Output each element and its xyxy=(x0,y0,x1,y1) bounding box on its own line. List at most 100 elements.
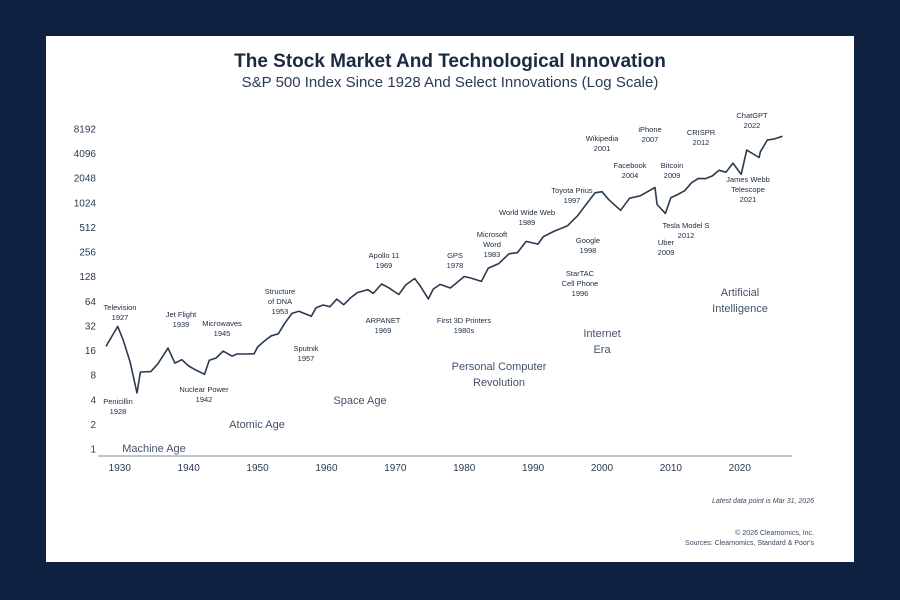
annotation-label-line: 1978 xyxy=(447,261,464,270)
y-tick-label: 1 xyxy=(90,445,96,456)
annotation-label-line: Sputnik xyxy=(293,344,318,353)
annotation-label: Television 1927 xyxy=(104,303,137,322)
annotation-label-line: 2007 xyxy=(642,135,659,144)
annotation-label-line: Apollo 11 xyxy=(369,251,400,260)
era-label-line: Internet xyxy=(583,328,620,340)
era-label: Internet Era xyxy=(583,328,620,356)
annotation-label-line: Jet Flight xyxy=(166,310,197,319)
era-label-line: Personal Computer xyxy=(452,361,547,373)
era-label-line: Atomic Age xyxy=(229,419,285,431)
x-tick-label: 1930 xyxy=(109,463,132,474)
annotation-label-line: Television xyxy=(104,303,137,312)
annotation-label-line: 1945 xyxy=(214,329,231,338)
annotation-label-line: World Wide Web xyxy=(499,208,555,217)
annotation-label-line: Nuclear Power xyxy=(179,385,229,394)
annotation-label-line: Toyota Prius xyxy=(551,186,593,195)
chart-title: The Stock Market And Technological Innov… xyxy=(234,51,666,72)
annotation-label-line: iPhone xyxy=(638,125,661,134)
annotation-label: ARPANET 1969 xyxy=(366,316,401,335)
x-tick-label: 1980 xyxy=(453,463,476,474)
sources-note: Sources: Clearnomics, Standard & Poor's xyxy=(685,540,814,547)
series-line xyxy=(105,135,783,394)
era-label: Personal Computer Revolution xyxy=(452,361,547,389)
annotation-label-line: 1983 xyxy=(484,250,501,259)
annotation-label: Bitcoin 2009 xyxy=(661,161,684,180)
y-tick-label: 4096 xyxy=(74,149,97,160)
annotation-label: Google 1998 xyxy=(576,236,600,255)
era-label: Artificial Intelligence xyxy=(712,287,768,315)
x-tick-label: 1940 xyxy=(178,463,201,474)
chart-svg: 1 2 4 8 16 32 64 128 256 512 1024 2048 4096 8192 1930 1… xyxy=(74,111,792,474)
annotation-label-line: 2004 xyxy=(622,171,639,180)
annotation-label: Apollo 11 1969 xyxy=(369,251,400,270)
era-label-line: Artificial xyxy=(721,287,760,299)
annotation-label-line: 1969 xyxy=(376,261,393,270)
y-tick-label: 2 xyxy=(90,420,96,431)
annotation-label: GPS 1978 xyxy=(447,251,464,270)
annotation-label-line: 2012 xyxy=(693,138,710,147)
era-label-line: Machine Age xyxy=(122,443,186,455)
copyright-note: © 2026 Clearnomics, Inc. xyxy=(735,530,814,537)
y-tick-label: 4 xyxy=(90,395,96,406)
annotation-label-line: 1957 xyxy=(298,354,315,363)
annotation-label-line: Cell Phone xyxy=(562,279,599,288)
annotation-label-line: Facebook xyxy=(614,161,647,170)
annotation-label-line: Uber xyxy=(658,238,675,247)
y-tick-label: 64 xyxy=(85,297,97,308)
annotation-label-line: GPS xyxy=(447,251,463,260)
annotation-label: Structure of DNA 1953 xyxy=(265,287,295,316)
annotation-label-line: StarTAC xyxy=(566,269,595,278)
era-label-line: Intelligence xyxy=(712,303,768,315)
annotation-label-line: 2009 xyxy=(658,248,675,257)
annotation-label: StarTAC Cell Phone 1996 xyxy=(562,269,599,298)
era-label-line: Space Age xyxy=(333,395,386,407)
y-tick-label: 128 xyxy=(79,272,96,283)
era-label: Machine Age xyxy=(122,443,186,455)
x-tick-label: 1990 xyxy=(522,463,545,474)
annotation-label-line: 1997 xyxy=(564,196,581,205)
y-tick-label: 32 xyxy=(85,321,97,332)
annotation-label-line: of DNA xyxy=(268,297,292,306)
x-tick-label: 2020 xyxy=(729,463,752,474)
annotation-label: First 3D Printers 1980s xyxy=(437,316,491,335)
x-tick-label: 1960 xyxy=(315,463,338,474)
annotation-label-line: 1953 xyxy=(272,307,289,316)
annotation-label-line: CRISPR xyxy=(687,128,716,137)
annotation-label-line: ChatGPT xyxy=(736,111,768,120)
annotation-label: Toyota Prius 1997 xyxy=(551,186,593,205)
annotation-label-line: 2001 xyxy=(594,144,611,153)
annotation-label: Microwaves 1945 xyxy=(202,319,242,338)
era-label: Atomic Age xyxy=(229,419,285,431)
y-tick-label: 2048 xyxy=(74,174,97,185)
annotation-label-line: Word xyxy=(483,240,501,249)
annotation-label: Uber 2009 xyxy=(658,238,675,257)
annotation-label-line: 2009 xyxy=(664,171,681,180)
annotation-label-line: Microsoft xyxy=(477,230,508,239)
annotation-label-line: Wikipedia xyxy=(586,134,619,143)
annotation-label-line: 1928 xyxy=(110,407,127,416)
annotation-label-line: 1996 xyxy=(572,289,589,298)
y-tick-label: 512 xyxy=(79,223,96,234)
annotation-label-line: 1969 xyxy=(375,326,392,335)
annotation-label-line: Tesla Model S xyxy=(662,221,709,230)
annotation-label-line: ARPANET xyxy=(366,316,401,325)
annotation-label-line: First 3D Printers xyxy=(437,316,491,325)
annotation-label: Nuclear Power 1942 xyxy=(179,385,229,404)
x-tick-label: 1950 xyxy=(246,463,269,474)
annotation-label-line: 1998 xyxy=(580,246,597,255)
annotation-label-line: 2022 xyxy=(744,121,761,130)
annotation-label-line: James Webb xyxy=(726,175,770,184)
annotation-label: Facebook 2004 xyxy=(614,161,647,180)
annotation-label: Penicillin 1928 xyxy=(103,397,133,416)
annotation-label-line: 1980s xyxy=(454,326,475,335)
y-tick-label: 8 xyxy=(90,371,96,382)
annotation-label: Sputnik 1957 xyxy=(293,344,318,363)
latest-data-note: Latest data point is Mar 31, 2026 xyxy=(712,498,814,505)
annotation-label-line: Bitcoin xyxy=(661,161,684,170)
annotation-label-line: Telescope xyxy=(731,185,765,194)
x-tick-label: 1970 xyxy=(384,463,407,474)
x-tick-label: 2000 xyxy=(591,463,614,474)
annotation-label: Tesla Model S 2012 xyxy=(662,221,709,240)
era-label-line: Revolution xyxy=(473,377,525,389)
y-tick-label: 256 xyxy=(79,248,96,259)
